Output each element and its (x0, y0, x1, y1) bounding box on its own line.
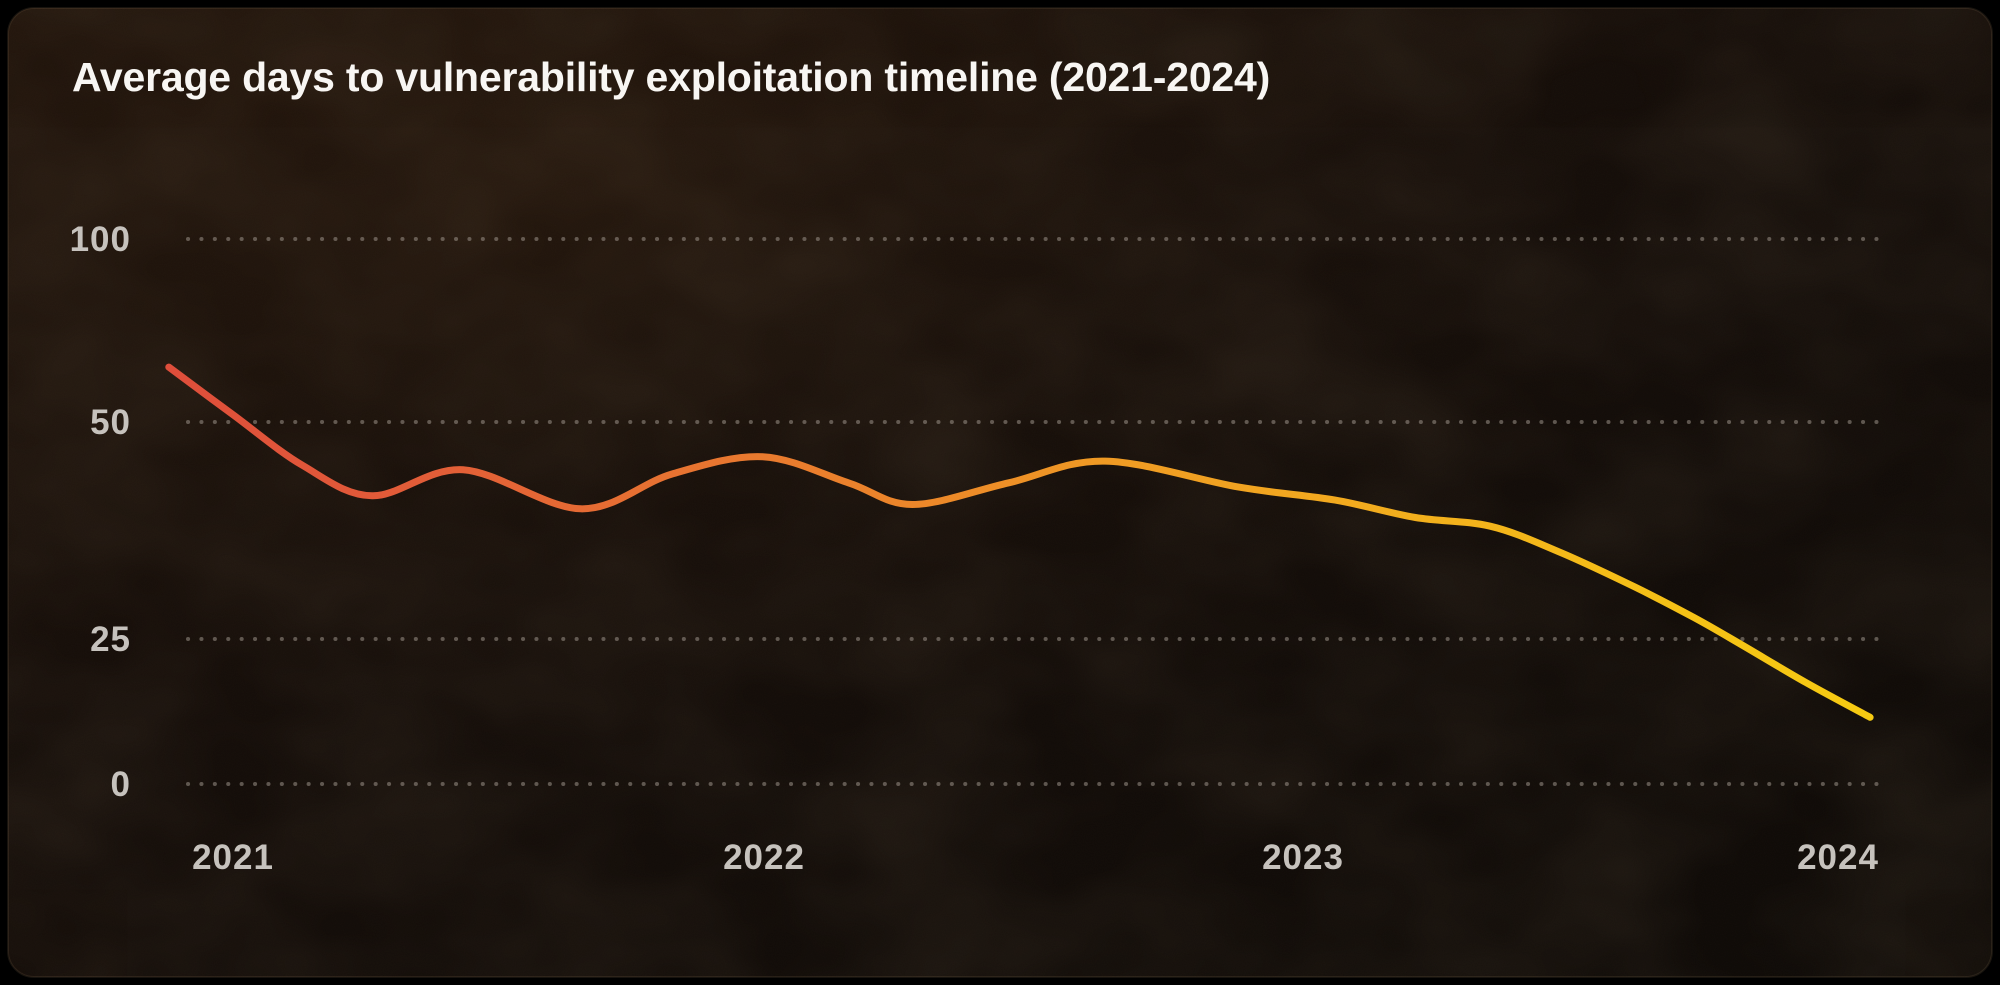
y-tick-label-100: 100 (70, 220, 131, 259)
x-tick-label-2024: 2024 (1797, 838, 1879, 877)
x-tick-label-2022: 2022 (723, 838, 805, 877)
y-tick-label-0: 0 (111, 765, 131, 804)
y-tick-label-50: 50 (90, 403, 131, 442)
chart-grid (186, 237, 1880, 786)
chart-card (7, 7, 1993, 978)
x-axis-labels: 2021 2022 2023 2024 (192, 838, 1879, 877)
x-tick-label-2021: 2021 (192, 838, 274, 877)
y-tick-label-25: 25 (90, 620, 131, 659)
card-texture (8, 8, 1992, 977)
y-axis-labels: 100 50 25 0 (70, 220, 131, 804)
chart-title: Average days to vulnerability exploitati… (72, 54, 1271, 100)
trend-line (165, 363, 1874, 721)
x-tick-label-2023: 2023 (1262, 838, 1344, 877)
